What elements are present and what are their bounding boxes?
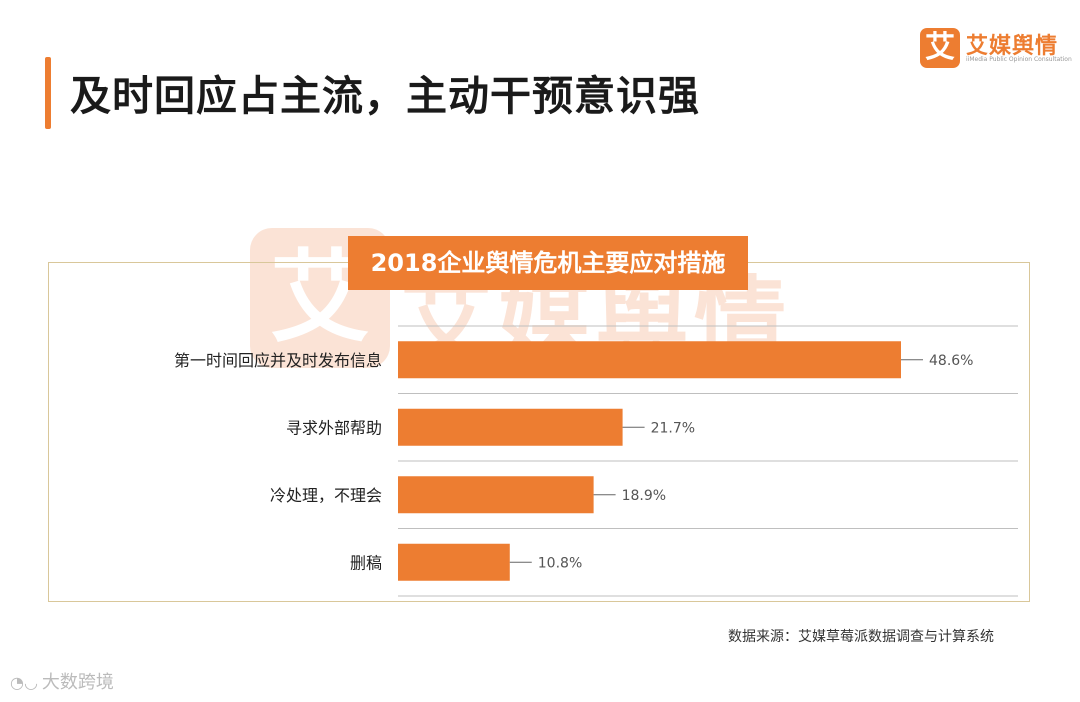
bottom-watermark: ◔◡ 大数跨境 [10, 668, 114, 694]
value-label: 48.6% [929, 353, 973, 369]
category-label: 第一时间回应并及时发布信息 [174, 351, 382, 370]
source-note: 数据来源：艾媒草莓派数据调查与计算系统 [728, 629, 994, 645]
value-label: 10.8% [538, 555, 582, 571]
chart-title: 2018企业舆情危机主要应对措施 [348, 236, 748, 290]
bar [398, 408, 623, 446]
logo-name: 艾媒舆情 [966, 34, 1059, 59]
category-label: 删稿 [350, 553, 382, 572]
bottom-watermark-text: 大数跨境 [41, 672, 114, 693]
value-label: 21.7% [651, 420, 695, 436]
page-title: 及时回应占主流，主动干预意识强 [70, 72, 700, 120]
category-label: 寻求外部帮助 [286, 418, 382, 437]
title-accent-bar [45, 57, 51, 129]
bar [398, 543, 510, 581]
logo-mark: 艾 [920, 28, 960, 68]
bar [398, 476, 594, 514]
category-label: 冷处理，不理会 [270, 486, 382, 505]
logo-subtitle: iiMedia Public Opinion Consultation [966, 56, 1072, 63]
wechat-icon: ◔◡ [10, 673, 38, 692]
value-label: 18.9% [622, 488, 666, 504]
brand-logo: 艾 艾媒舆情 iiMedia Public Opinion Consultati… [920, 24, 1072, 72]
bar [398, 341, 901, 379]
